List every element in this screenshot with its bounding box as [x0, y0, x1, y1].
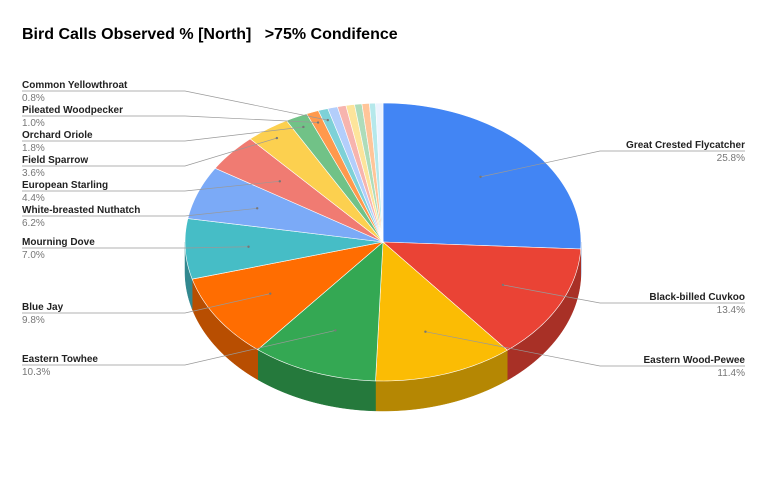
- leader-dot: [278, 180, 281, 183]
- slice-value-label: 1.0%: [22, 118, 45, 129]
- leader-line: [22, 180, 280, 192]
- slice-label: Orchard Oriole: [22, 130, 93, 141]
- slice-value-label: 0.8%: [22, 93, 45, 104]
- slice: [286, 113, 384, 243]
- slice-value-label: 1.8%: [22, 143, 45, 154]
- leader-dot: [269, 292, 272, 295]
- slice: [375, 102, 384, 243]
- leader-line: [22, 90, 328, 121]
- chart-title: Bird Calls Observed % [North] >75% Condi…: [22, 26, 398, 43]
- slice: [257, 241, 384, 382]
- leader-line: [480, 150, 745, 178]
- slice-label: Mourning Dove: [22, 237, 95, 248]
- leader-line: [22, 246, 249, 249]
- leader-dot: [501, 283, 505, 287]
- slice-value-label: 4.4%: [22, 193, 45, 204]
- leader-dot: [334, 329, 337, 332]
- slice: [382, 241, 582, 351]
- leader-dot: [326, 118, 329, 122]
- slice: [382, 102, 582, 250]
- slice-label: Field Sparrow: [22, 155, 88, 166]
- leader-dot: [256, 207, 259, 210]
- slice: [187, 167, 384, 243]
- slice: [375, 241, 508, 382]
- slice-value-label: 7.0%: [22, 250, 45, 261]
- slice-value-label: 9.8%: [22, 315, 45, 326]
- leader-line: [502, 284, 745, 304]
- leader-dot: [479, 175, 482, 179]
- slice-label: Blue Jay: [22, 302, 64, 313]
- leader-line: [22, 293, 271, 314]
- slice-value-label: 11.4%: [717, 368, 745, 379]
- leader-dot: [275, 136, 279, 140]
- leader-dot: [424, 330, 427, 333]
- slice-label: Eastern Towhee: [22, 354, 98, 365]
- slice-label: White-breasted Nuthatch: [22, 205, 140, 216]
- slice-label: Pileated Woodpecker: [22, 105, 123, 116]
- slice: [191, 241, 385, 351]
- slice-label: Great Crested Flycatcher: [626, 140, 745, 151]
- leader-line: [22, 137, 277, 167]
- slice-label: European Starling: [22, 180, 108, 191]
- leader-dot: [247, 245, 250, 248]
- slice-label: Common Yellowthroat: [22, 80, 128, 91]
- leader-line: [22, 115, 319, 123]
- slice-value-label: 6.2%: [22, 218, 45, 229]
- slice-value-label: 25.8%: [717, 153, 745, 164]
- leader-dot: [316, 121, 320, 124]
- slice: [214, 138, 384, 243]
- leader-line: [425, 331, 745, 367]
- slice-label: Eastern Wood-Pewee: [643, 355, 745, 366]
- slice: [184, 218, 384, 280]
- slice: [249, 120, 384, 243]
- leader-line: [22, 330, 336, 366]
- leader-line: [22, 126, 304, 142]
- slice-label: Black-billed Cuvkoo: [649, 292, 745, 303]
- slice-value-label: 13.4%: [717, 305, 745, 316]
- leader-dot: [302, 125, 305, 129]
- leader-line: [22, 207, 258, 217]
- slice-value-label: 10.3%: [22, 367, 50, 378]
- slice-value-label: 3.6%: [22, 168, 45, 179]
